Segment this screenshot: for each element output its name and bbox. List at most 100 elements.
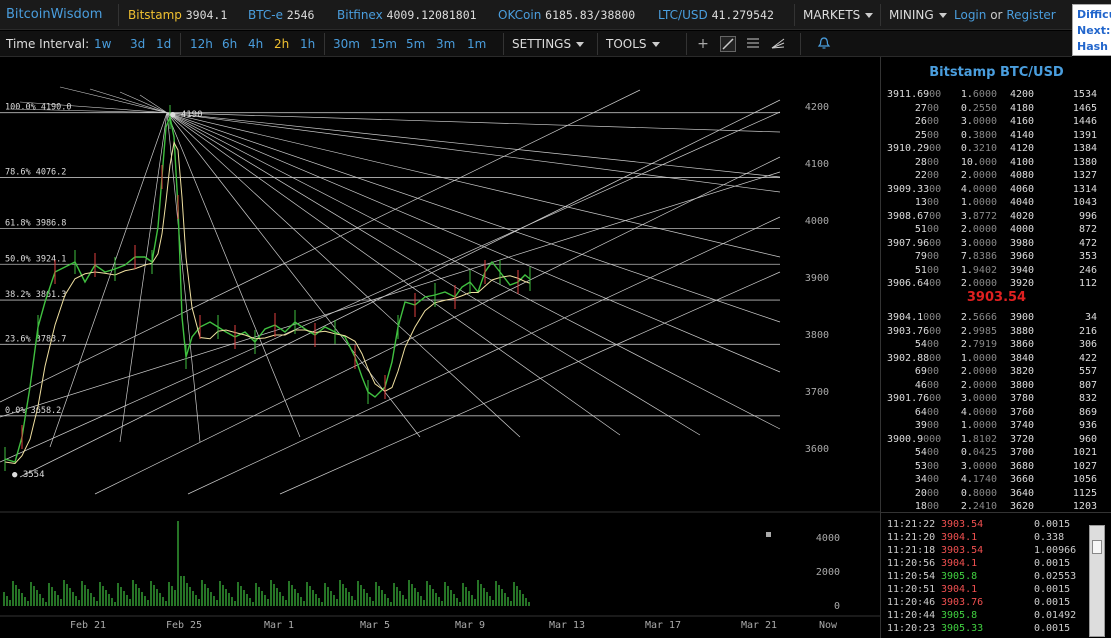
bell-icon[interactable] xyxy=(816,36,832,52)
interval-3m[interactable]: 3m xyxy=(436,37,456,51)
trade-time: 11:20:46 xyxy=(887,597,936,608)
depth-total: 112 xyxy=(1078,278,1097,289)
interval-1d[interactable]: 1d xyxy=(156,37,172,51)
interval-5m[interactable]: 5m xyxy=(406,37,426,51)
fan-icon[interactable] xyxy=(770,36,786,52)
ticker-bitfinex[interactable]: Bitfinex 4009.12081801 xyxy=(337,8,477,22)
time-interval-label: Time Interval: xyxy=(6,37,90,51)
order-price: 1300 xyxy=(914,197,939,208)
fib-level-label: 0.0% 3658.2 xyxy=(5,406,61,416)
depth-total: 34 xyxy=(1084,312,1097,323)
register-link[interactable]: Register xyxy=(1006,8,1056,22)
price-chart[interactable]: 4200 4100 4000 3900 3800 3700 3600 100.0% 4190.… xyxy=(0,57,880,638)
fan-line xyxy=(9,108,168,113)
depth-total: 1380 xyxy=(1072,156,1097,168)
login-link[interactable]: Login xyxy=(954,8,987,22)
depth-total: 1027 xyxy=(1072,460,1097,472)
depth-price: 3880 xyxy=(1010,325,1035,337)
bid-row: 5300 3.0000 3680 1027 xyxy=(887,460,1107,474)
trade-row: 11:20:56 3904.1 0.0015 xyxy=(881,558,1111,571)
interval-1m[interactable]: 1m xyxy=(467,37,487,51)
trendline-icon[interactable] xyxy=(720,36,736,52)
channel-line xyxy=(19,99,781,478)
interval-12h[interactable]: 12h xyxy=(190,37,213,51)
depth-total: 1534 xyxy=(1072,89,1097,100)
depth-price: 3740 xyxy=(1010,420,1035,431)
interval-1h[interactable]: 1h xyxy=(300,37,316,51)
order-amount: 4.0000 xyxy=(960,406,997,418)
depth-price: 4200 xyxy=(1010,89,1035,100)
trade-time: 11:20:23 xyxy=(887,623,936,634)
orderbook-panel: Bitstamp BTC/USD 3911.6900 1.6000 4200 1534… xyxy=(880,57,1111,638)
order-amount: 2.0000 xyxy=(960,278,997,289)
interval-30m[interactable]: 30m xyxy=(333,37,360,51)
mining-menu[interactable]: MINING xyxy=(889,8,947,22)
horizontal-lines-icon[interactable] xyxy=(745,36,761,52)
price-axis-label: 4100 xyxy=(805,159,829,170)
depth-total: 1314 xyxy=(1072,183,1097,195)
trade-amount: 1.00966 xyxy=(1034,545,1077,556)
trades-scrollbar[interactable] xyxy=(1089,525,1105,637)
depth-price: 3840 xyxy=(1010,352,1035,364)
difficulty-panel[interactable]: DifficuNext:Hash R xyxy=(1072,4,1111,56)
channel-line xyxy=(0,111,781,463)
bid-row: 6900 2.0000 3820 557 xyxy=(887,365,1107,379)
price-axis-label: 4000 xyxy=(805,216,829,227)
trade-amount: 0.0015 xyxy=(1034,519,1071,530)
ask-row: 2800 10.000 4100 1380 xyxy=(887,156,1107,170)
order-amount: 1.0000 xyxy=(960,197,997,208)
fan-line xyxy=(166,112,521,438)
channel-line xyxy=(0,171,781,418)
chevron-down-icon xyxy=(576,42,585,47)
ask-row: 2600 3.0000 4160 1446 xyxy=(887,115,1107,129)
trade-amount: 0.0015 xyxy=(1034,597,1071,608)
trade-price: 3903.54 xyxy=(941,519,984,530)
order-amount: 2.2410 xyxy=(960,501,997,512)
ticker-btce[interactable]: BTC-e 2546 xyxy=(248,8,315,22)
tools-menu[interactable]: TOOLS xyxy=(606,37,660,51)
depth-price: 4120 xyxy=(1010,143,1035,154)
bid-row: 3903.7600 2.9985 3880 216 xyxy=(887,325,1107,339)
order-price: 2600 xyxy=(914,116,939,127)
depth-total: 306 xyxy=(1078,339,1097,350)
channel-line xyxy=(187,216,781,495)
ticker-bitstamp[interactable]: Bitstamp 3904.1 xyxy=(128,8,228,22)
time-axis-label: Mar 13 xyxy=(549,620,585,631)
interval-15m[interactable]: 15m xyxy=(370,37,397,51)
order-amount: 3.0000 xyxy=(960,237,997,249)
trade-row: 11:20:54 3905.8 0.02553 xyxy=(881,571,1111,584)
price-axis-label: 4200 xyxy=(805,102,829,113)
depth-total: 1125 xyxy=(1072,487,1097,499)
brand-logo[interactable]: BitcoinWisdom xyxy=(6,7,103,22)
ticker-okcoin[interactable]: OKCoin 6185.83/38800 xyxy=(498,8,636,22)
order-price: 3900.9000 xyxy=(887,433,942,445)
fib-level-label: 78.6% 4076.2 xyxy=(5,168,66,178)
interval-6h[interactable]: 6h xyxy=(222,37,238,51)
interval-3d[interactable]: 3d xyxy=(130,37,146,51)
interval-2h[interactable]: 2h xyxy=(274,37,290,51)
interval-4h[interactable]: 4h xyxy=(248,37,264,51)
time-axis-label: Mar 1 xyxy=(264,620,294,631)
order-price: 3901.7600 xyxy=(887,393,942,404)
markets-menu[interactable]: MARKETS xyxy=(803,8,874,22)
settings-menu[interactable]: SETTINGS xyxy=(512,37,585,51)
orderbook-title: Bitstamp BTC/USD xyxy=(929,65,1064,80)
bid-orders: 3904.1000 2.5666 3900 34 3903.7600 2.9985 3880… xyxy=(887,311,1107,514)
bid-row: 6400 4.0000 3760 869 xyxy=(887,406,1107,420)
fan-line xyxy=(166,112,621,436)
order-price: 2500 xyxy=(914,129,939,141)
volume-axis-label: 2000 xyxy=(816,567,840,578)
ticker-ltcusd[interactable]: LTC/USD 41.279542 xyxy=(658,8,774,22)
crosshair-icon[interactable]: + xyxy=(697,36,709,52)
depth-total: 1056 xyxy=(1072,474,1097,485)
bid-row: 4600 2.0000 3800 807 xyxy=(887,379,1107,393)
channel-line xyxy=(94,156,781,495)
depth-price: 3720 xyxy=(1010,433,1035,445)
chevron-down-icon xyxy=(938,13,947,18)
depth-total: 1465 xyxy=(1072,102,1097,114)
depth-total: 246 xyxy=(1078,264,1097,276)
bid-row: 3902.8800 1.0000 3840 422 xyxy=(887,352,1107,366)
trade-amount: 0.01492 xyxy=(1034,610,1077,621)
chevron-down-icon xyxy=(651,42,660,47)
interval-1w[interactable]: 1w xyxy=(94,37,112,51)
